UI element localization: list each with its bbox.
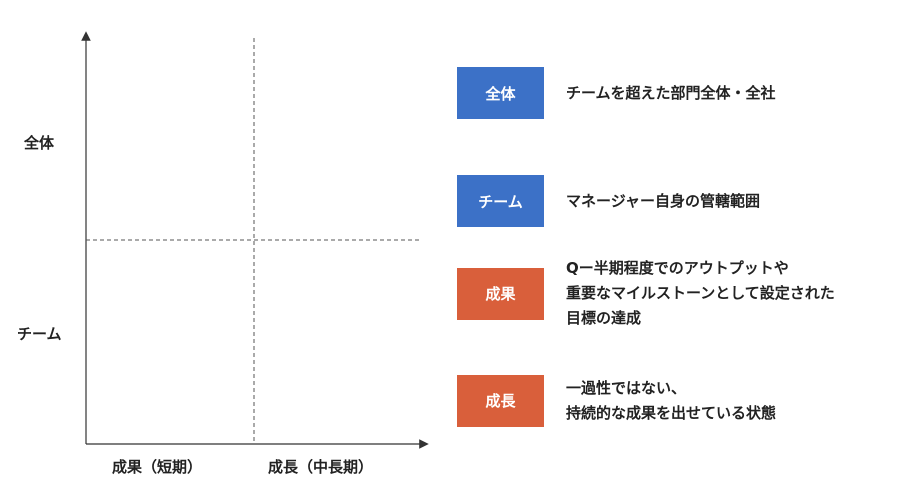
badge-team: チーム [457, 175, 544, 227]
description-team: マネージャー自身の管轄範囲 [566, 191, 760, 210]
x-axis-right-label: 成長（中長期） [268, 458, 374, 476]
badge-seicho: 成長 [457, 374, 544, 427]
badge-seika: 成果 [457, 267, 544, 320]
y-axis-bottom-label: チーム [17, 325, 62, 343]
y-axis-top-label: 全体 [24, 134, 55, 152]
legend-item-team: チーム マネージャー自身の管轄範囲 [457, 175, 760, 227]
x-axis-left-label: 成果（短期） [112, 458, 203, 476]
legend-item-zentai: 全体 チームを超えた部門全体・全社 [457, 67, 776, 119]
legend-item-seika: 成果 Qー半期程度でのアウトプットや 重要なマイルストーンとして設定された 目標… [457, 256, 835, 331]
badge-zentai: 全体 [457, 67, 544, 119]
legend-item-seicho: 成長 一過性ではない、 持続的な成果を出せている状態 [457, 374, 777, 427]
description-seika: Qー半期程度でのアウトプットや 重要なマイルストーンとして設定された 目標の達成 [566, 259, 835, 327]
description-seicho: 一過性ではない、 持続的な成果を出せている状態 [566, 378, 777, 422]
quadrant-matrix [81, 31, 429, 449]
description-zentai: チームを超えた部門全体・全社 [566, 83, 776, 102]
